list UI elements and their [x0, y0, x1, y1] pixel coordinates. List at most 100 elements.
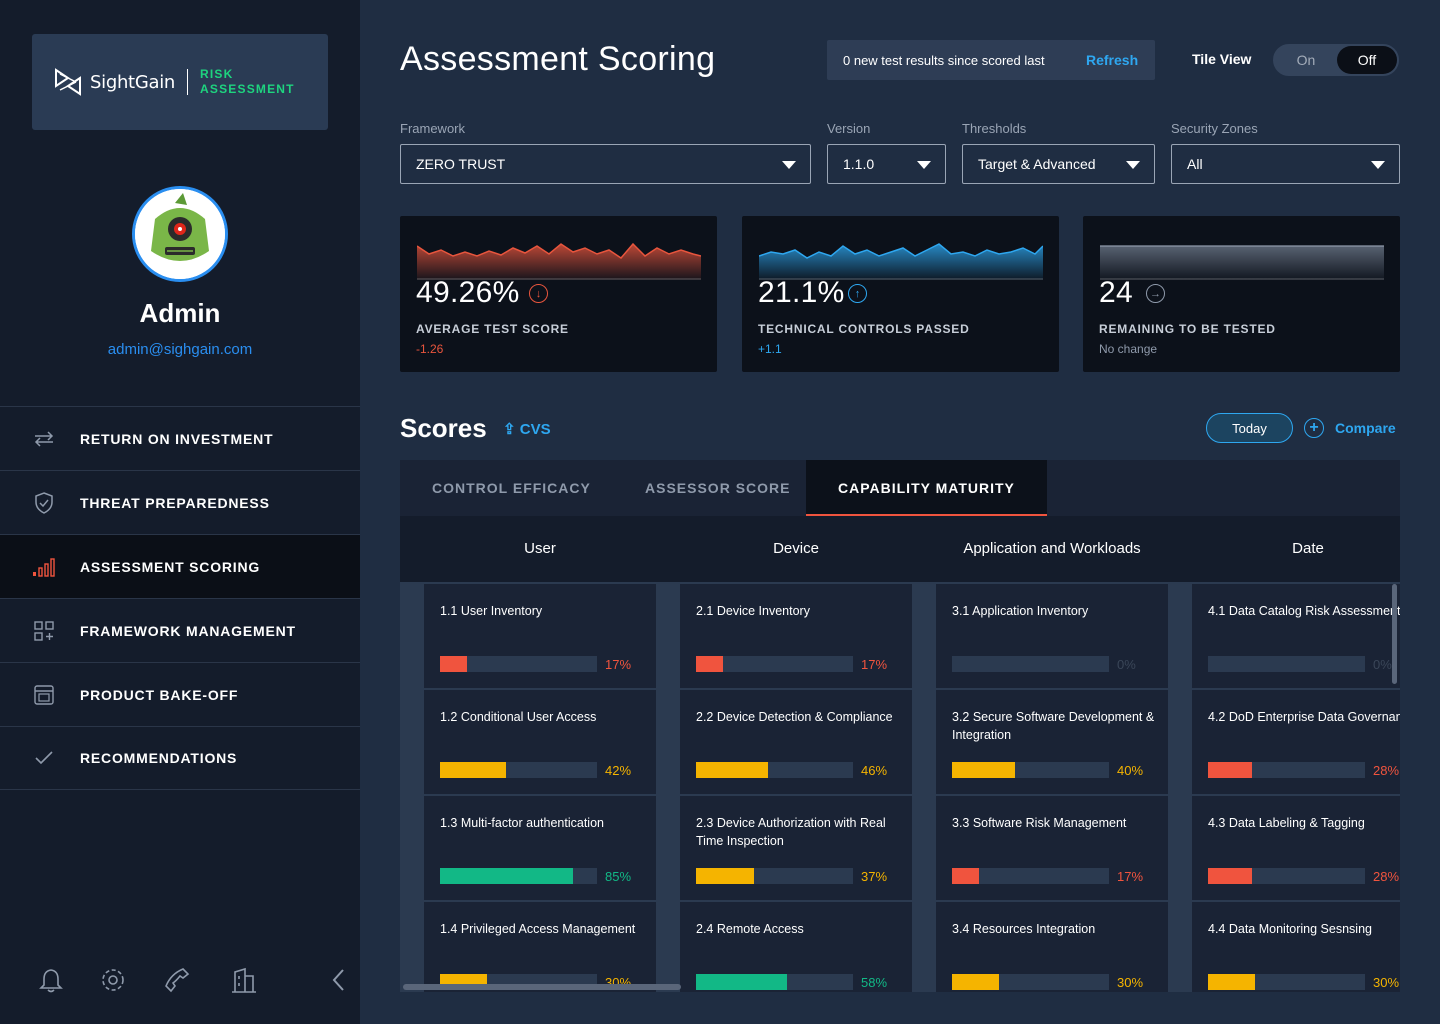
shield-icon — [32, 491, 56, 515]
kpi-remaining-to-be-tested[interactable]: 24 → REMAINING TO BE TESTED No change — [1083, 216, 1400, 372]
sidebar-item-threat-preparedness[interactable]: THREAT PREPAREDNESS — [0, 470, 360, 534]
capability-card[interactable]: 1.1 User Inventory 17% — [424, 584, 656, 688]
progress-track — [696, 762, 853, 778]
kpi-label: AVERAGE TEST SCORE — [416, 322, 569, 336]
progress-track — [1208, 868, 1365, 884]
sidebar-item-label: RECOMMENDATIONS — [80, 750, 238, 766]
sidebar: SightGain RISK ASSESSMENT Admin admin@si… — [0, 0, 360, 1024]
column-header-device: Device — [773, 540, 819, 557]
version-label: Version — [827, 121, 871, 136]
sidebar-item-framework-management[interactable]: FRAMEWORK MANAGEMENT — [0, 598, 360, 662]
chevron-left-icon[interactable] — [325, 966, 353, 994]
capability-title: 1.1 User Inventory — [440, 604, 543, 618]
chevron-down-icon — [917, 161, 931, 169]
bell-icon[interactable] — [37, 966, 65, 994]
progress-percent: 85% — [605, 869, 632, 884]
progress-track — [696, 656, 853, 672]
today-button[interactable]: Today — [1206, 413, 1293, 443]
progress-fill — [952, 868, 979, 884]
progress-track — [952, 868, 1109, 884]
kpi-delta: -1.26 — [416, 342, 444, 356]
kpi-technical-controls-passed[interactable]: 21.1% ↑ TECHNICAL CONTROLS PASSED +1.1 — [742, 216, 1059, 372]
framework-select[interactable]: ZERO TRUST — [400, 144, 811, 184]
building-icon[interactable] — [230, 966, 258, 994]
export-cvs-button[interactable]: ⇪ CVS — [503, 420, 551, 438]
progress-fill — [1208, 762, 1252, 778]
progress-fill — [1208, 868, 1252, 884]
compare-label: Compare — [1335, 420, 1396, 436]
tab-capability-maturity[interactable]: CAPABILITY MATURITY — [806, 460, 1047, 516]
compare-button[interactable]: + Compare — [1304, 418, 1396, 438]
tile-view-toggle[interactable]: On Off — [1273, 44, 1399, 76]
progress-percent: 28% — [1373, 763, 1400, 778]
sparkline-red — [417, 242, 701, 280]
progress-track — [696, 974, 853, 990]
capability-card[interactable]: 3.2 Secure Software Development & Integr… — [936, 690, 1168, 794]
tab-control-efficacy[interactable]: CONTROL EFFICACY — [432, 480, 591, 496]
capability-title: 2.3 Device Authorization with Real Time … — [696, 816, 886, 848]
capability-card[interactable]: 2.1 Device Inventory 17% — [680, 584, 912, 688]
sidebar-item-assessment-scoring[interactable]: ASSESSMENT SCORING — [0, 534, 360, 598]
toggle-on[interactable]: On — [1296, 52, 1316, 68]
toggle-off[interactable]: Off — [1337, 46, 1397, 74]
chevron-down-icon — [1371, 161, 1385, 169]
progress-percent: 30% — [1373, 975, 1400, 990]
capability-title: 3.3 Software Risk Management — [952, 816, 1127, 830]
progress-track — [440, 868, 597, 884]
capability-title: 2.1 Device Inventory — [696, 604, 810, 618]
thresholds-select[interactable]: Target & Advanced — [962, 144, 1155, 184]
sidebar-item-label: THREAT PREPAREDNESS — [80, 494, 270, 511]
kpi-label: REMAINING TO BE TESTED — [1099, 322, 1276, 336]
capability-card[interactable]: 2.3 Device Authorization with Real Time … — [680, 796, 912, 900]
version-select[interactable]: 1.1.0 — [827, 144, 946, 184]
zones-select[interactable]: All — [1171, 144, 1400, 184]
kpi-delta: No change — [1099, 342, 1158, 356]
capability-card[interactable]: 3.4 Resources Integration 30% — [936, 902, 1168, 992]
progress-percent: 17% — [861, 657, 888, 672]
profile-email[interactable]: admin@sighgain.com — [107, 341, 253, 358]
sidebar-item-product-bake-off[interactable]: PRODUCT BAKE-OFF — [0, 662, 360, 726]
capability-grid: 1.1 User Inventory 17% 1.2 Conditional Use… — [400, 582, 1400, 992]
capability-card[interactable]: 1.3 Multi-factor authentication 85% — [424, 796, 656, 900]
gear-icon[interactable] — [99, 966, 127, 994]
scores-tabs: CONTROL EFFICACY ASSESSOR SCORE CAPABILI… — [400, 460, 1400, 516]
capability-card[interactable]: 4.1 Data Catalog Risk Assessment 0% — [1192, 584, 1400, 688]
sidebar-nav: RETURN ON INVESTMENT THREAT PREPAREDNESS… — [0, 406, 360, 790]
kpi-value: 24 — [1099, 276, 1133, 309]
kpi-label: TECHNICAL CONTROLS PASSED — [758, 322, 970, 336]
brand-logo[interactable]: SightGain RISK ASSESSMENT — [32, 34, 328, 130]
capability-title: 4.1 Data Catalog Risk Assessment — [1208, 604, 1400, 618]
kpi-average-test-score[interactable]: 49.26% ↓ AVERAGE TEST SCORE -1.26 — [400, 216, 717, 372]
thresholds-value: Target & Advanced — [978, 156, 1096, 172]
thresholds-label: Thresholds — [962, 121, 1027, 136]
progress-track — [440, 762, 597, 778]
sidebar-item-label: ASSESSMENT SCORING — [80, 558, 261, 575]
refresh-button[interactable]: Refresh — [1086, 52, 1139, 68]
tab-assessor-score[interactable]: ASSESSOR SCORE — [645, 480, 791, 496]
kpi-value: 49.26% — [416, 276, 520, 309]
capability-title: 4.3 Data Labeling & Tagging — [1208, 816, 1365, 830]
capability-card[interactable]: 1.2 Conditional User Access 42% — [424, 690, 656, 794]
column-header-applications: Application and Workloads — [963, 540, 1141, 557]
progress-track — [952, 974, 1109, 990]
horizontal-scrollbar[interactable] — [403, 984, 681, 990]
capability-card[interactable]: 4.4 Data Monitoring Sesnsing 30% — [1192, 902, 1400, 992]
progress-fill — [952, 762, 1015, 778]
zones-value: All — [1187, 156, 1203, 172]
capability-card[interactable]: 2.2 Device Detection & Compliance 46% — [680, 690, 912, 794]
sidebar-item-recommendations[interactable]: RECOMMENDATIONS — [0, 726, 360, 790]
capability-card[interactable]: 1.4 Privileged Access Management 30% — [424, 902, 656, 992]
capability-card[interactable]: 4.2 DoD Enterprise Data Governance 28% — [1192, 690, 1400, 794]
capability-card[interactable]: 3.3 Software Risk Management 17% — [936, 796, 1168, 900]
capability-card[interactable]: 2.4 Remote Access 58% — [680, 902, 912, 992]
vertical-scrollbar[interactable] — [1392, 584, 1397, 684]
capability-card[interactable]: 3.1 Application Inventory 0% — [936, 584, 1168, 688]
avatar[interactable] — [132, 186, 228, 282]
phone-icon[interactable] — [163, 966, 191, 994]
zones-label: Security Zones — [1171, 121, 1258, 136]
capability-title: 1.4 Privileged Access Management — [440, 922, 636, 936]
progress-fill — [696, 656, 723, 672]
capability-card[interactable]: 4.3 Data Labeling & Tagging 28% — [1192, 796, 1400, 900]
sidebar-item-return-on-investment[interactable]: RETURN ON INVESTMENT — [0, 406, 360, 470]
sidebar-item-label: PRODUCT BAKE-OFF — [80, 686, 239, 703]
